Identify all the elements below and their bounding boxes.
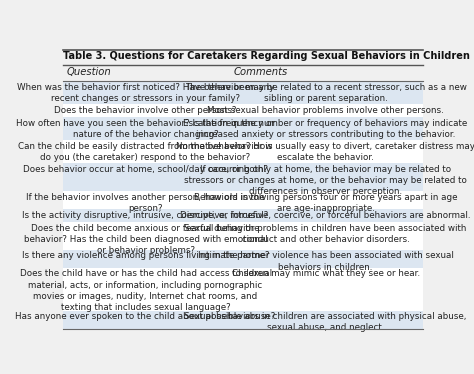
Text: Does the child have or has the child had access to sexual
material, acts, or inf: Does the child have or has the child had… [19, 269, 272, 312]
Text: Children may mimic what they see or hear.: Children may mimic what they see or hear… [231, 269, 419, 279]
Text: If occurring only at home, the behavior may be related to
stressors or changes a: If occurring only at home, the behavior … [184, 165, 467, 196]
Bar [63, 140, 423, 163]
Bar [63, 81, 423, 104]
Bar [63, 163, 423, 191]
Text: Sexual behavior problems in children have been associated with
conduct and other: Sexual behavior problems in children hav… [184, 224, 467, 244]
Text: Normative behavior is usually easy to divert, caretaker distress may
escalate th: Normative behavior is usually easy to di… [176, 142, 474, 162]
Text: Is the activity disruptive, intrusive, coercive, or forceful?: Is the activity disruptive, intrusive, c… [22, 211, 269, 220]
Bar [63, 117, 423, 140]
Bar [63, 222, 423, 250]
Text: Behaviors involving persons four or more years apart in age
are age-inappropriat: Behaviors involving persons four or more… [194, 193, 457, 212]
Text: Comments: Comments [234, 67, 288, 77]
Text: Can the child be easily distracted from the behavior? How
do you (the caretaker): Can the child be easily distracted from … [18, 142, 273, 162]
Text: Escalation in the number or frequency of behaviors may indicate
increased anxiet: Escalation in the number or frequency of… [183, 119, 468, 139]
Text: Most sexual behavior problems involve other persons.: Most sexual behavior problems involve ot… [207, 106, 444, 115]
Text: Intimate partner violence has been associated with sexual
behaviors in children.: Intimate partner violence has been assoc… [198, 251, 454, 272]
Bar [63, 268, 423, 310]
Text: Disruptive, intrusive, coercive, or forceful behaviors are abnormal.: Disruptive, intrusive, coercive, or forc… [180, 211, 471, 220]
Bar [63, 310, 423, 328]
Text: If the behavior involves another person, how old is the
person?: If the behavior involves another person,… [26, 193, 265, 212]
Text: The behavior may be related to a recent stressor, such as a new
sibling or paren: The behavior may be related to a recent … [185, 83, 466, 103]
Text: Is there any violence among persons living in the home?: Is there any violence among persons livi… [22, 251, 269, 260]
Text: Has anyone ever spoken to the child about possible abuse?: Has anyone ever spoken to the child abou… [15, 312, 276, 321]
Text: Does behavior occur at home, school/day care, or both?: Does behavior occur at home, school/day … [23, 165, 268, 174]
Text: Does the behavior involve other persons?: Does the behavior involve other persons? [55, 106, 237, 115]
Bar [63, 104, 423, 117]
Bar [63, 250, 423, 268]
Bar [63, 191, 423, 209]
Bar [63, 209, 423, 222]
Text: Question: Question [66, 67, 111, 77]
Text: Table 3. Questions for Caretakers Regarding Sexual Behaviors in Children: Table 3. Questions for Caretakers Regard… [63, 51, 470, 61]
Text: When was the behavior first noticed? Have there been any
recent changes or stres: When was the behavior first noticed? Hav… [17, 83, 274, 103]
Text: Does the child become anxious or fearful during the
behavior? Has the child been: Does the child become anxious or fearful… [24, 224, 267, 255]
Text: Sexual behaviors in children are associated with physical abuse,
sexual abuse, a: Sexual behaviors in children are associa… [184, 312, 467, 332]
Text: How often have you seen the behavior? Is the frequency or
nature of the behavior: How often have you seen the behavior? Is… [16, 119, 275, 139]
